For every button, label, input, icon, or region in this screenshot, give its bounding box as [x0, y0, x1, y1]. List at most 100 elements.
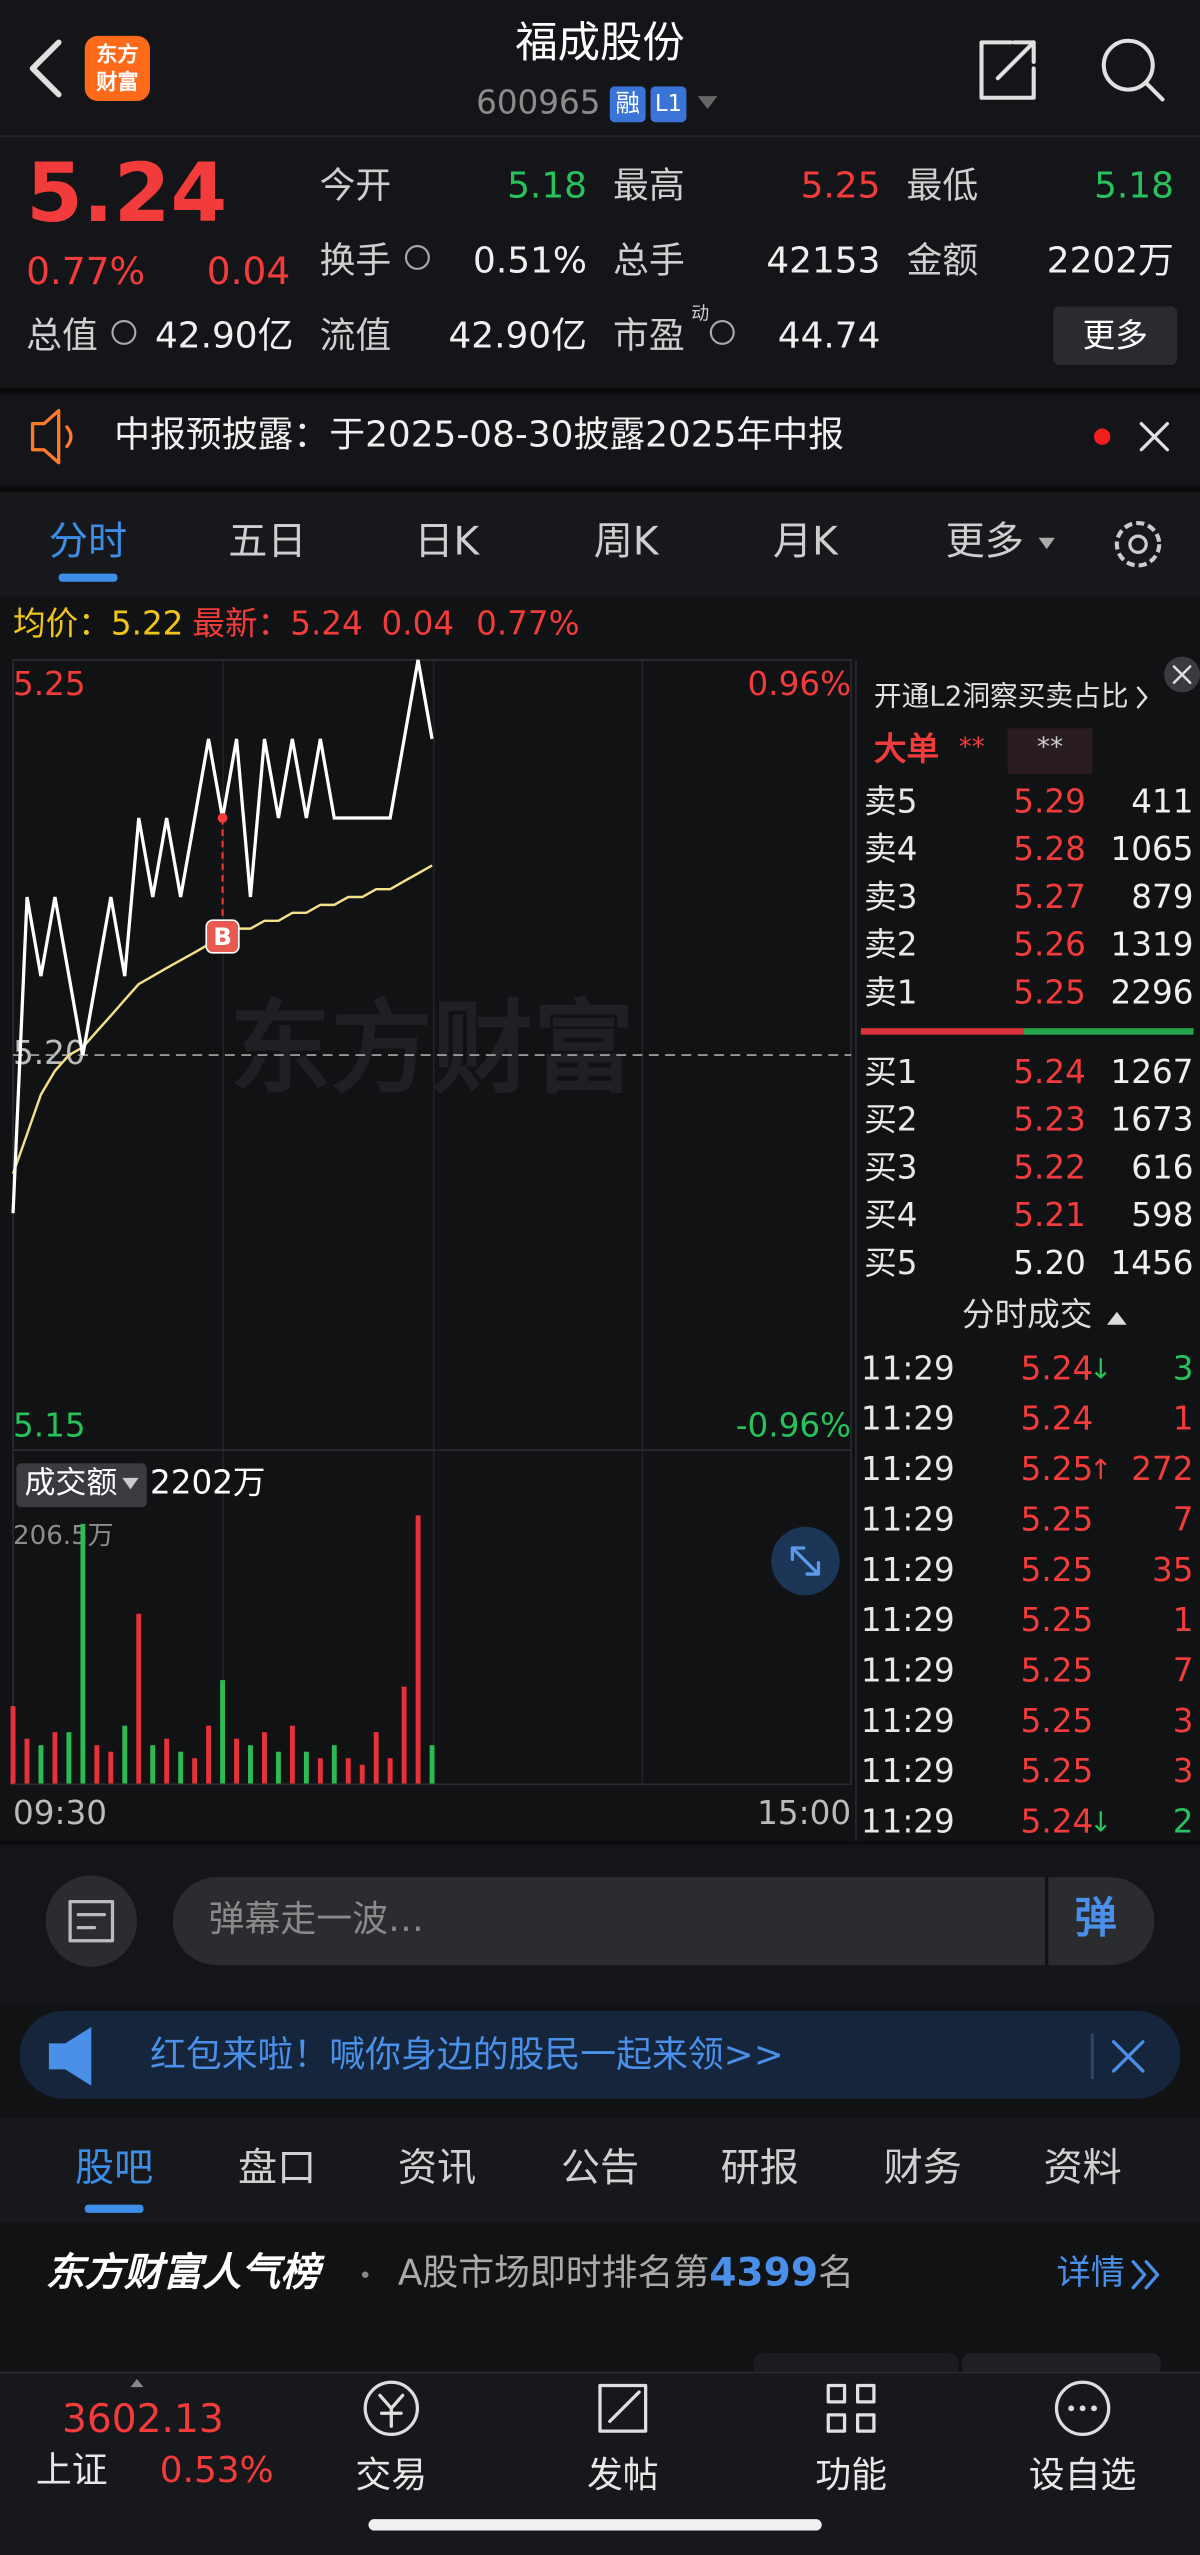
book-divider: [1023, 1028, 1194, 1035]
book-price: 5.28: [1013, 830, 1086, 868]
section-tab-bg: [0, 2118, 1200, 2223]
tab[interactable]: 日K: [414, 520, 480, 565]
comment-icon: [68, 1899, 115, 1943]
expand-icon: [790, 1546, 821, 1576]
trade-price: 5.25: [1021, 1702, 1094, 1740]
volume-bar: [206, 1725, 212, 1785]
section-tab[interactable]: 资料: [1043, 2146, 1121, 2191]
settings-icon: [1114, 521, 1162, 568]
tab[interactable]: 更多: [946, 520, 1024, 565]
trade-volume: 272: [1131, 1450, 1193, 1488]
volume-bar: [24, 1738, 30, 1785]
section-tab[interactable]: 股吧: [75, 2146, 153, 2191]
tab[interactable]: 分时: [49, 520, 127, 565]
book-label: 买5: [864, 1244, 917, 1282]
band: [0, 387, 1200, 395]
danmaku-button[interactable]: 弹: [1074, 1894, 1116, 1943]
volume-bar: [262, 1732, 267, 1785]
book-volume: 879: [1131, 878, 1193, 916]
search-icon: [1144, 81, 1165, 102]
ranking-text: A股市场即时排名第: [398, 2253, 709, 2294]
nav-label[interactable]: 发帖: [587, 2455, 659, 2496]
more-button-text[interactable]: 更多: [1083, 316, 1148, 354]
nav-label[interactable]: 功能: [815, 2455, 887, 2496]
more-button[interactable]: [1053, 306, 1178, 365]
trade-volume: 7: [1173, 1651, 1194, 1689]
ranking-suffix: 名: [818, 2253, 854, 2294]
trade-time: 11:29: [861, 1651, 955, 1689]
field-label: 市盈: [613, 315, 685, 356]
comment-icon: [45, 1875, 137, 1967]
trade-price: 5.25: [1021, 1551, 1094, 1589]
l2-promo[interactable]: 开通L2洞察买卖占比: [874, 679, 1129, 712]
close-icon: [1139, 422, 1170, 452]
volume-bar: [80, 1523, 86, 1785]
badge-text: L1: [655, 91, 682, 117]
trade-icon: [363, 2380, 420, 2437]
info-icon: [111, 319, 137, 345]
nav-label[interactable]: 设自选: [1029, 2455, 1137, 2496]
info-text: 最新：: [192, 605, 290, 643]
volume-bar: [359, 1764, 365, 1785]
book-volume: 1319: [1111, 926, 1194, 964]
comment-input[interactable]: [172, 1877, 1155, 1966]
dropdown-icon: [122, 1477, 139, 1490]
ranking-link[interactable]: 详情: [1057, 2253, 1125, 2293]
field-sup: 动: [691, 303, 709, 324]
field-label: 今开: [320, 165, 392, 206]
badge-text: 融: [615, 88, 639, 117]
volume-bar: [108, 1751, 114, 1785]
volume-bar: [164, 1738, 170, 1785]
book-volume: 411: [1131, 782, 1193, 820]
book-label: 卖3: [864, 878, 917, 916]
tab-indicator: [58, 573, 118, 582]
book-volume: 1456: [1111, 1244, 1194, 1282]
trade-time: 11:29: [861, 1803, 955, 1841]
trade-arrow: ↓: [1089, 1806, 1112, 1839]
trade-price: 5.24: [1021, 1349, 1094, 1387]
volume-bar: [234, 1738, 239, 1785]
book-label: 卖4: [864, 830, 917, 868]
big-order-value: **: [1037, 732, 1063, 762]
book-price: 5.20: [1013, 1244, 1086, 1282]
info-text: 0.04: [382, 605, 455, 643]
info-icon: [709, 319, 735, 345]
book-label: 卖5: [864, 782, 917, 820]
tab[interactable]: 周K: [594, 520, 660, 565]
megaphone-icon: [48, 2027, 92, 2086]
close-icon: [1172, 665, 1192, 684]
book-price: 5.27: [1013, 878, 1086, 916]
tab[interactable]: 月K: [773, 520, 839, 565]
book-price: 5.24: [1013, 1053, 1086, 1091]
volume-label: 成交额: [24, 1465, 117, 1501]
trade-volume: 3: [1173, 1752, 1194, 1790]
banner[interactable]: [19, 2010, 1181, 2099]
logo: [84, 35, 150, 102]
section-tab[interactable]: 盘口: [238, 2146, 316, 2191]
volume-bar: [401, 1686, 407, 1785]
volume-bar: [136, 1613, 142, 1785]
ranking-rank: 4399: [709, 2250, 818, 2295]
index-change: 0.53%: [160, 2450, 274, 2491]
section-tab[interactable]: 资讯: [398, 2146, 476, 2191]
info-text: 5.24: [290, 605, 363, 643]
trade-volume: 2: [1173, 1803, 1194, 1841]
book-price: 5.26: [1013, 926, 1086, 964]
nav-label[interactable]: 交易: [355, 2455, 427, 2496]
info-text: 均价：: [13, 605, 111, 643]
trade-time: 11:29: [861, 1551, 955, 1589]
close-icon: [1111, 2040, 1145, 2073]
pct-label: -0.96%: [736, 1406, 851, 1444]
trade-time: 11:29: [861, 1752, 955, 1790]
section-tab[interactable]: 研报: [721, 2146, 799, 2191]
volume-max-label: 206.5万: [13, 1521, 114, 1551]
banner-text[interactable]: 红包来啦！喊你身边的股民一起来领>>: [150, 2034, 784, 2075]
section-tab[interactable]: 财务: [884, 2146, 962, 2191]
trade-marker-text: B: [213, 922, 232, 951]
section-tab[interactable]: 公告: [561, 2146, 639, 2191]
volume-bar: [373, 1732, 379, 1785]
tab[interactable]: 五日: [228, 520, 306, 565]
field-label: 总手: [613, 240, 685, 281]
comment-placeholder[interactable]: 弹幕走一波…: [209, 1899, 424, 1940]
